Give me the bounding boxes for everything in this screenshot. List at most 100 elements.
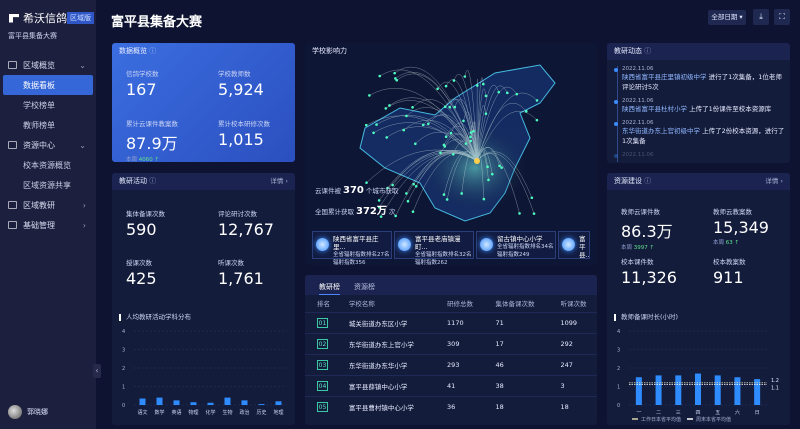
card-title: 教研活动 [119,177,147,185]
bar [695,373,701,405]
stat-value: 12,767 [218,220,274,239]
text: 个城市获取 [365,187,399,195]
book-icon [8,141,17,149]
sidebar-group-label: 资源中心 [23,140,55,150]
city-dot [405,192,408,195]
fullscreen-button[interactable]: ⛶ [774,9,790,25]
stat: 累计校本研修次数 1,015 [218,118,270,149]
y-tick-label: 2 [122,366,125,372]
sidebar-group-3[interactable]: 基础管理 › [0,215,96,235]
flow-line [450,122,478,162]
cell-value: 292 [560,339,573,348]
flow-line [387,150,478,189]
ranking-card: 教研榜 资源榜 排名 学校名称 研修总数 集体备课次数 听课次数 01 城关街道办东区小学 1… [305,275,597,425]
school-influence-card[interactable]: 富平县...全省...... [558,231,590,259]
sidebar-item[interactable]: 数据看板 [3,75,93,95]
card-title: 学校影响力 [312,47,347,55]
sidebar-item[interactable]: 区域资源共享 [23,180,71,190]
stat-label: 教师云教案数 [713,208,752,216]
school-influence-card[interactable]: 富平县老庙镇漫町... 全省辐射指数排名32名 辐射指数262 [394,231,474,266]
x-tick-label: 六 [735,409,740,416]
prep-time-bar-chart: 0 1 2 3 4 一 二 三 四 五 六 日 1.2 工作日本省平均值 1.1 周末本省平均值 [617,329,779,423]
table-row[interactable]: 03 东华街道办东华小学 293 46 247 [305,353,597,375]
stat: 校本课件数 11,326 [621,256,677,287]
user-name: 郭晓娜 [27,408,48,416]
date-filter-dropdown[interactable]: 全部日期 ▾ [708,10,746,25]
week-label: 本周 [621,245,633,251]
table-cell: 1099 [548,311,597,333]
news-item[interactable]: 2022.11.06 陕西省富平县庄里镇初级中学 进行了1次集备，1位老师评论研讨… [614,66,786,92]
resources-header: 资源建设 ⓘ 详情 › [607,173,790,190]
sidebar-group-2[interactable]: 区域教研 › [0,195,96,215]
table-row[interactable]: 02 东华街道办东上官小学 309 17 292 [305,332,597,354]
sidebar-item[interactable]: 教师榜单 [23,120,55,130]
city-dot [535,99,539,102]
city-dot [484,112,488,116]
news-item[interactable]: 2022.11.06 东华街道办东上官初级中学 上传了2份校本资源，进行了1次集备 [614,120,786,146]
y-tick-label: 2 [617,366,620,372]
table-row[interactable]: 04 富平县薛镇中心小学 41 38 3 [305,374,597,396]
y-tick-label: 1 [122,385,125,391]
table-row[interactable]: 01 城关街道办东区小学 1170 71 1099 [305,311,597,333]
tab-research[interactable]: 教研榜 [319,282,340,295]
news-text: 陕西省富平县庄里镇初级中学 进行了1次集备，1位老师评论研讨5次 [622,72,786,92]
school-rank: 全省辐射指数排名34名 [497,244,554,250]
user-profile[interactable]: 郭晓娜 [8,405,48,419]
bar [635,377,642,405]
rank-badge: 01 [317,317,328,328]
chevron-down-icon: ⌄ [79,60,86,70]
school-influence-card[interactable]: 陕西省富平县庄里... 全省辐射指数排名27名 辐射指数356 [312,231,392,266]
bar [734,377,741,405]
news-text: 陕西省富平县杜村小学 上传了1份课件至校本资源库 [622,104,786,114]
collapse-sidebar-button[interactable]: ‹ [93,364,101,378]
ranking-tabs: 教研榜 资源榜 [305,275,597,295]
table-row[interactable]: 05 富平县曹村镇中心小学 36 18 18 [305,395,597,417]
city-dot [412,182,415,186]
stat-value: 1,015 [218,130,264,149]
flow-line [395,71,478,162]
news-item[interactable]: 2022.11.06 [614,152,786,158]
school-link[interactable]: 东华街道办东上官初级中学 [622,127,700,135]
school-name: 富平县老庙镇漫町... [415,235,461,251]
sidebar-group-0[interactable]: 区域概览 ⌄ [0,55,96,75]
cell-value: 36 [447,402,456,411]
table-cell: 03 [305,353,337,375]
download-button[interactable]: ⤓ [753,9,769,25]
table-cell: 富平县曹村镇中心小学 [336,395,436,417]
city-dot [391,183,394,187]
school-link[interactable]: 陕西省富平县庄里镇初级中学 [622,73,707,81]
ranking-table: 排名 学校名称 研修总数 集体备课次数 听课次数 01 城关街道办东区小学 1170 71 109… [305,295,597,417]
school-influence-card[interactable]: 留古镇中心小学 全省辐射指数排名34名 辐射指数249 [476,231,556,259]
card-title: 资源建设 [614,177,642,185]
flow-line [476,105,487,162]
total-count: 372万 [356,206,387,217]
flow-line [476,86,517,162]
city-dot [452,79,456,82]
sidebar-group-1[interactable]: 资源中心 ⌄ [0,135,96,155]
legend-label: 工作日本省平均值 [641,416,681,423]
resources-details-link[interactable]: 详情 › [765,177,783,185]
activity-details-link[interactable]: 详情 › [270,177,288,185]
sidebar-item[interactable]: 学校榜单 [23,100,55,110]
city-dot [368,94,371,97]
city-dot [462,119,465,123]
x-tick-label: 四 [695,410,700,416]
week-label: 本周 [126,157,138,162]
city-dot [388,104,391,107]
stat: 评论研讨次数 12,767 [218,208,274,239]
city-dot [444,84,448,88]
school-link[interactable]: 陕西省富平县杜村小学 [622,105,687,113]
stat-label: 听课次数 [218,259,244,267]
news-card: 教研动态 ⓘ [607,43,790,163]
x-tick-label: 生物 [222,409,232,416]
city-dot [487,178,490,182]
x-tick-label: 五 [715,410,720,416]
news-item[interactable]: 2022.11.06 陕西省富平县杜村小学 上传了1份课件至校本资源库 [614,98,786,114]
flow-line [389,97,478,162]
sidebar-item[interactable]: 校本资源概览 [23,160,71,170]
details-label: 详情 [765,177,779,185]
city-dot [486,165,489,169]
stat-value: 86.3万 [621,222,673,241]
stat-value: 87.9万 [126,134,178,153]
tab-resources[interactable]: 资源榜 [354,283,375,291]
